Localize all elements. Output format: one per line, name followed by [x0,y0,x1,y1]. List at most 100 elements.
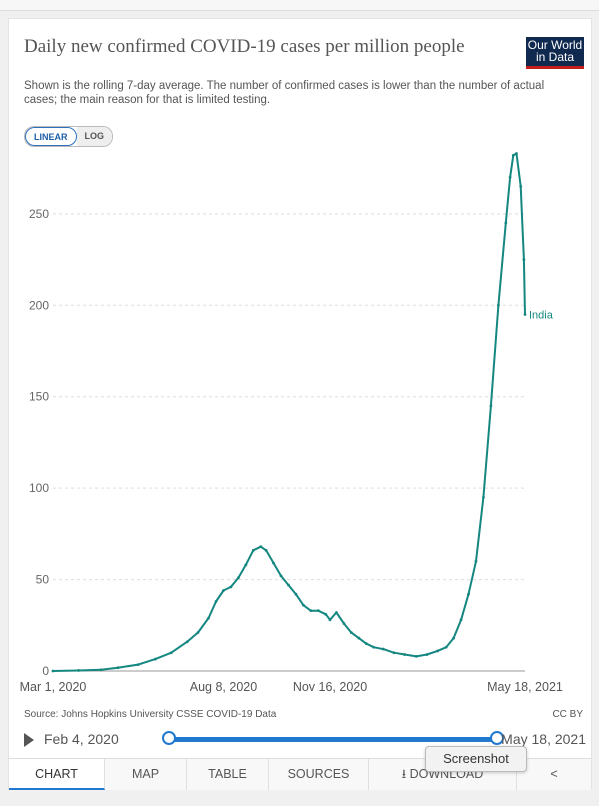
timeline-range-fill [171,737,498,742]
data-point [444,645,448,649]
data-point [287,583,290,587]
timeline: Feb 4, 2020 May 18, 2021 [24,729,589,749]
x-tick-label: Mar 1, 2020 [20,680,87,694]
timeline-end-date: May 18, 2021 [501,731,586,747]
data-point [496,303,500,307]
data-point [328,618,332,622]
data-point [272,561,275,565]
data-point [357,636,361,640]
chart-subtitle: Shown is the rolling 7-day average. The … [24,80,545,106]
y-tick-label: 0 [42,664,49,678]
scale-toggle: LINEAR LOG [24,126,113,147]
data-point [99,668,103,672]
y-tick-labels: 0 50 100 150 200 250 [29,207,49,678]
x-tick-label: Nov 16, 2020 [293,680,367,694]
data-point [482,495,485,499]
owid-logo[interactable]: Our World in Data [526,37,584,69]
data-point [364,642,368,645]
data-point [169,651,173,655]
data-point [452,636,456,640]
y-tick-label: 100 [29,481,49,495]
data-point [222,589,225,592]
data-point [251,548,255,552]
y-tick-label: 250 [29,207,49,221]
line-chart: 0 50 100 150 200 250 Mar 1, 2020 Aug 8, 2020 No… [20,152,563,694]
tab-table[interactable]: TABLE [187,759,269,790]
data-point [523,313,527,316]
data-point [214,600,218,603]
timeline-start-handle[interactable] [162,731,176,745]
source-note[interactable]: Source: Johns Hopkins University CSSE CO… [24,709,277,720]
series-label: India [529,309,554,321]
play-icon[interactable] [24,733,34,747]
data-point [153,657,157,661]
data-point [425,653,429,656]
data-point [474,559,478,563]
data-point [489,404,493,408]
data-point [504,221,508,225]
timeline-end-handle[interactable] [490,731,504,745]
share-button[interactable]: < [517,759,591,790]
timeline-start-date: Feb 4, 2020 [44,731,119,747]
data-point [414,654,418,658]
tab-sources[interactable]: SOURCES [269,759,369,790]
tab-chart[interactable]: CHART [9,759,105,790]
chart-card: Daily new confirmed COVID-19 cases per m… [8,18,592,790]
x-tick-labels: Mar 1, 2020 Aug 8, 2020 Nov 16, 2020 May 18… [20,680,563,694]
data-point [403,653,407,656]
log-scale-button[interactable]: LOG [76,127,112,146]
x-tick-label: May 18, 2021 [487,680,563,694]
download-icon: ⭳ [401,767,407,781]
data-point [342,622,346,625]
logo-accent-bar [526,66,584,69]
y-tick-label: 150 [29,390,49,404]
tab-bar: CHART MAP TABLE SOURCES ⭳ DOWNLOAD < [9,758,591,790]
linear-scale-button[interactable]: LINEAR [25,127,77,146]
data-point [316,609,320,613]
grid-lines [53,213,525,672]
data-point [519,185,523,188]
data-point [349,631,353,634]
data-point [136,663,140,666]
data-point [244,563,248,567]
browser-top-bar [0,0,599,11]
data-point [392,651,396,655]
data-point [185,640,189,644]
data-point [459,618,463,622]
timeline-track[interactable] [162,731,504,745]
tab-map[interactable]: MAP [105,759,187,790]
data-point [229,585,233,589]
data-point [301,603,305,607]
data-point [294,592,298,596]
x-tick-label: Aug 8, 2020 [190,680,257,694]
screenshot-tooltip: Screenshot [425,746,527,772]
logo-line-1: Our World [527,38,583,52]
series-line-india [52,152,526,672]
license-label[interactable]: CC BY [552,709,583,720]
share-icon: < [550,767,558,781]
data-point [51,669,55,673]
data-point [508,175,512,179]
data-point [279,574,283,578]
data-point [372,645,376,649]
data-point [515,152,518,155]
data-point [264,548,268,552]
data-point [522,258,526,261]
y-tick-label: 200 [29,298,49,312]
data-point [259,545,263,549]
data-point [196,631,200,634]
data-point [335,611,338,614]
data-point [116,666,120,670]
data-point [467,592,470,596]
data-point [511,153,515,157]
data-point [436,649,440,653]
data-point [309,609,313,613]
y-tick-label: 50 [36,573,50,587]
data-point [77,669,80,672]
data-point [236,576,240,580]
data-point [381,647,385,651]
series-group: India [51,152,554,673]
chart-title: Daily new confirmed COVID-19 cases per m… [24,36,465,57]
data-point [324,612,328,616]
logo-line-2: in Data [535,50,575,64]
